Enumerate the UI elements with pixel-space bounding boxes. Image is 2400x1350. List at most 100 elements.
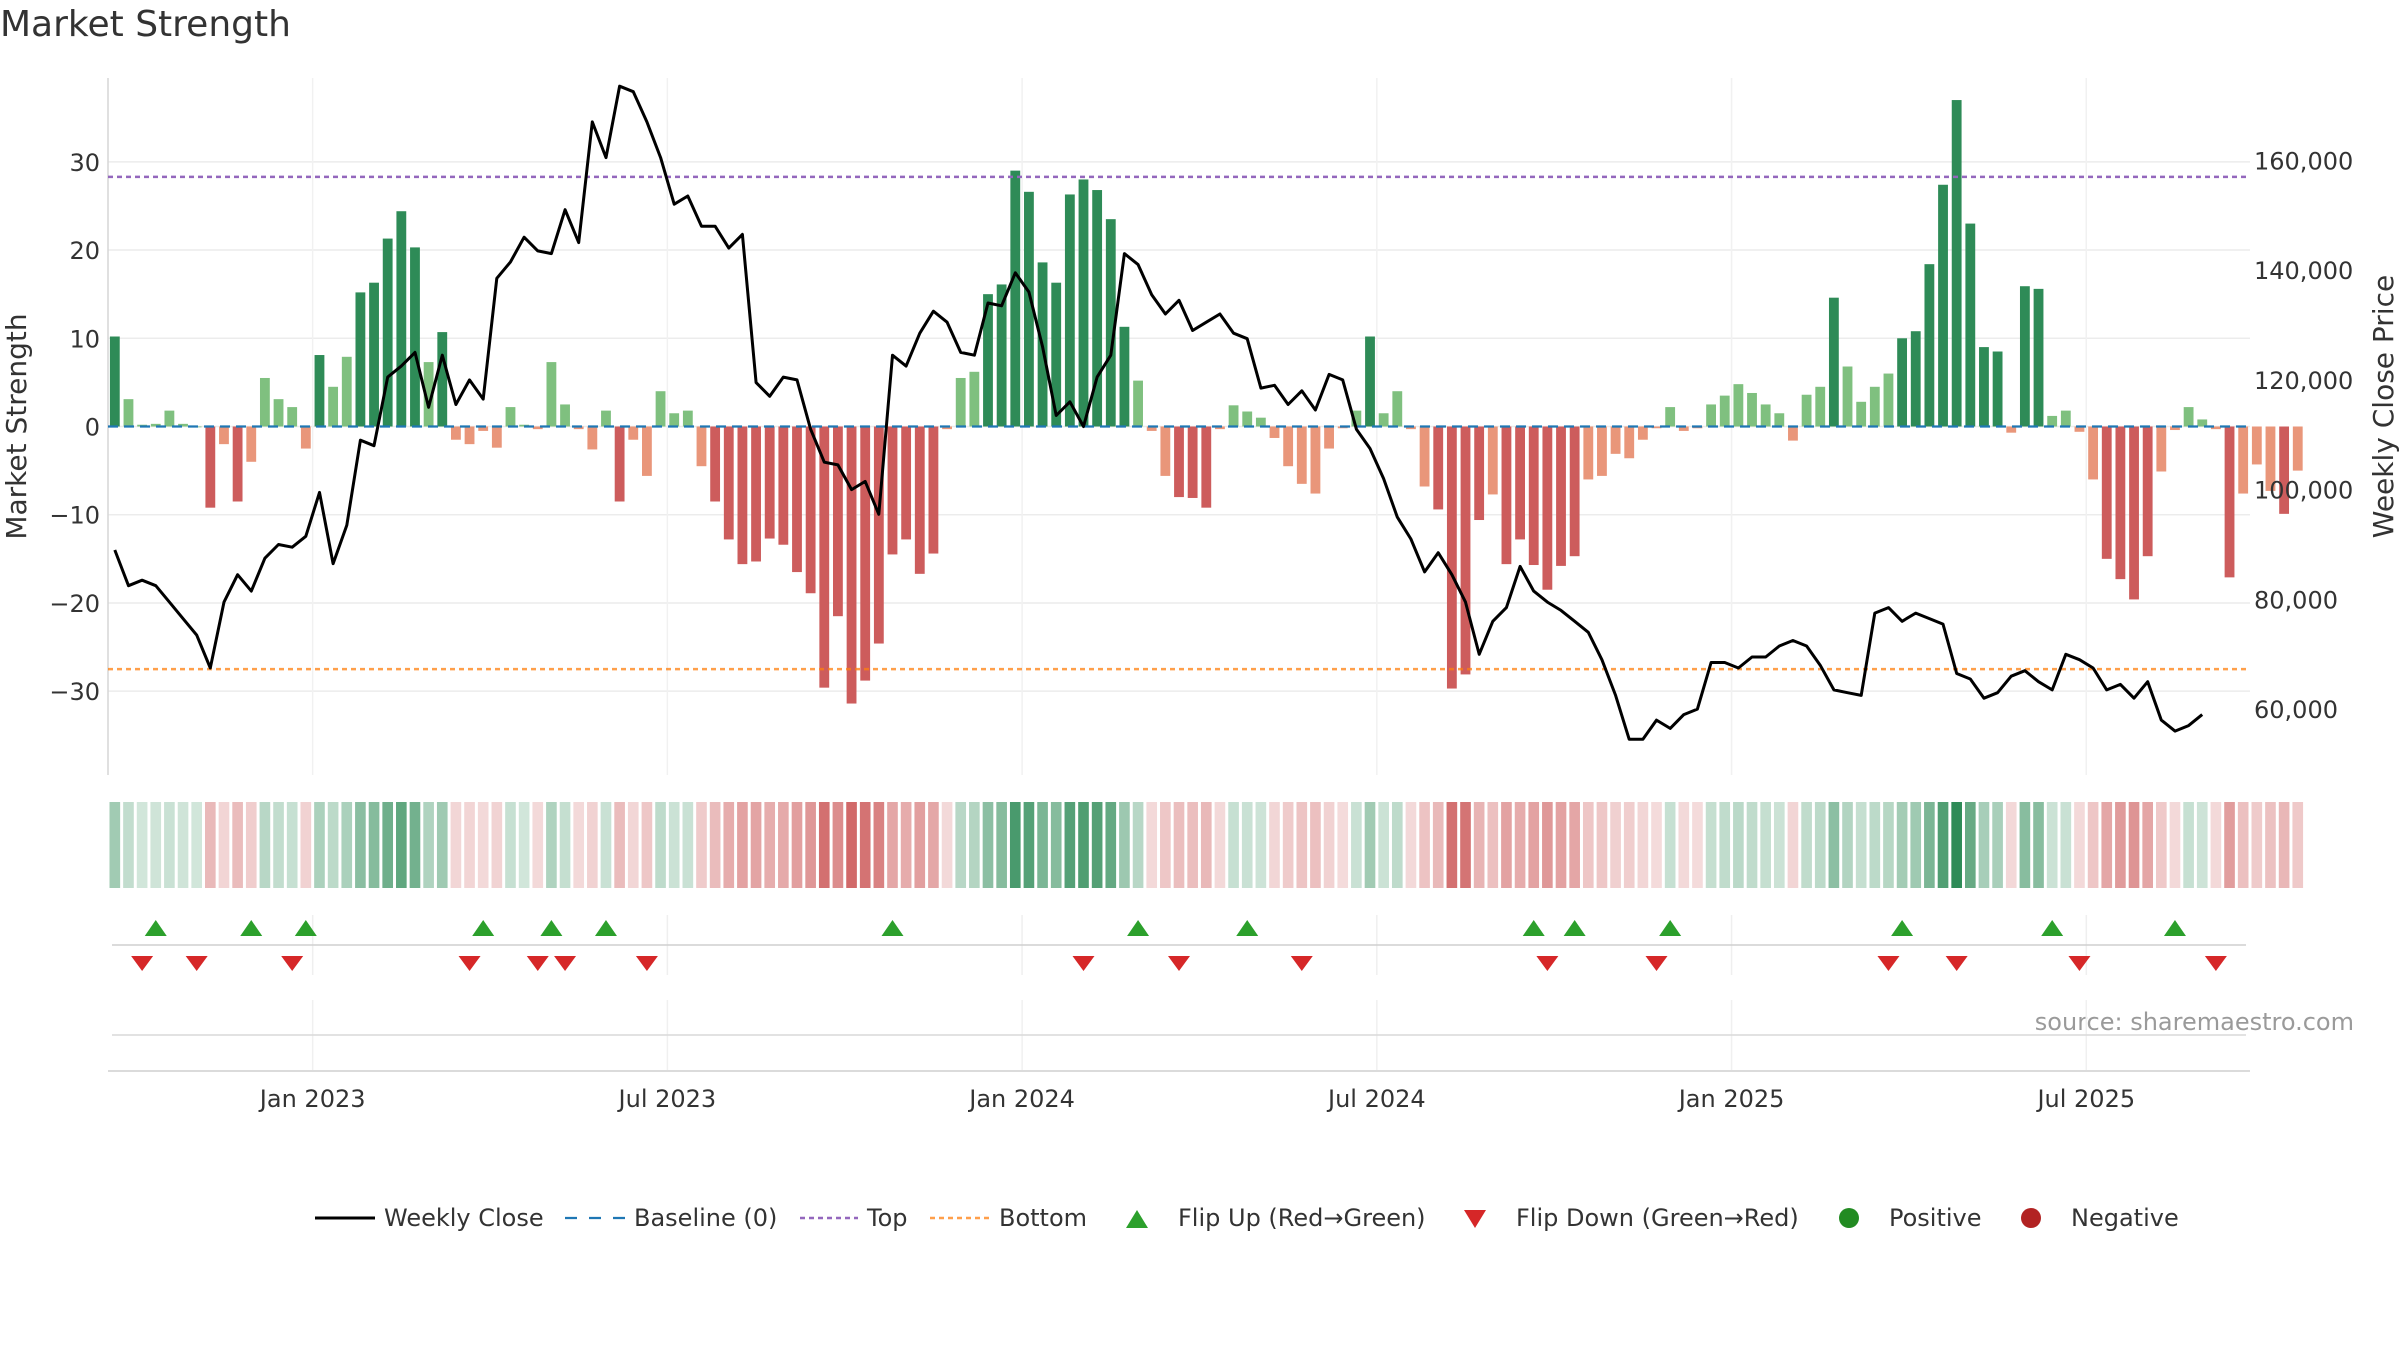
strength-bar (587, 426, 598, 450)
legend-label: Top (866, 1204, 908, 1232)
heat-cell (1214, 802, 1226, 888)
heat-cell (1255, 802, 1267, 888)
flip-up-marker (881, 920, 904, 936)
heat-cell (1023, 802, 1035, 888)
left-tick-label: −30 (49, 678, 100, 706)
strength-bar (2156, 426, 2167, 472)
strength-bar (1747, 392, 1757, 427)
heat-cell (2074, 802, 2085, 888)
strength-bar (696, 426, 707, 467)
heat-cell (341, 802, 353, 888)
heat-cell (750, 802, 762, 888)
strength-bar (1119, 326, 1130, 427)
strength-bar (2170, 426, 2180, 431)
heat-cell (627, 802, 639, 888)
heat-cell (1200, 802, 1212, 888)
strength-bar (219, 426, 229, 445)
strength-bar (2019, 286, 2030, 427)
heat-cell (355, 802, 366, 888)
strength-bar (641, 426, 652, 476)
heat-cell (737, 802, 748, 888)
strength-bar (778, 426, 789, 545)
strength-bar (1556, 426, 1566, 566)
strength-bar (2251, 426, 2262, 465)
strength-bar (1774, 413, 1785, 427)
flip-down-marker (185, 956, 208, 971)
strength-bar (901, 426, 912, 540)
legend-label: Weekly Close (384, 1204, 544, 1232)
heat-cell (2155, 802, 2167, 888)
flip-up-marker (1127, 920, 1150, 936)
flip-down-marker (1645, 956, 1668, 971)
left-axis-title: Market Strength (0, 313, 33, 539)
heat-cell (1828, 802, 1840, 888)
strength-bar (1842, 366, 1853, 427)
heat-cell (914, 802, 926, 888)
heat-cell (1050, 802, 1062, 888)
heat-cell (464, 802, 475, 888)
heat-cell (1078, 802, 1089, 888)
flip-down-marker (131, 956, 154, 971)
strength-bar (2279, 426, 2290, 514)
heat-cell (1364, 802, 1376, 888)
heat-cell (1760, 802, 1771, 888)
flip-down-marker (635, 956, 658, 971)
flip-down-marker (1072, 956, 1095, 971)
weekly-close-line (113, 84, 2204, 741)
heat-cell (2101, 802, 2113, 888)
heat-cell (1855, 802, 1867, 888)
heat-cell (2005, 802, 2017, 888)
flip-up-marker (1236, 920, 1259, 936)
heat-cell (1391, 802, 1403, 888)
heat-cell (286, 802, 298, 888)
strength-bar (450, 426, 461, 440)
heat-cell (1187, 802, 1198, 888)
strength-bar (1665, 407, 1676, 427)
flip-up-marker (240, 920, 263, 936)
left-tick-label: 0 (85, 414, 100, 442)
strength-bar (1474, 426, 1485, 521)
strength-bar (2292, 426, 2303, 471)
strength-bar (983, 294, 993, 427)
strength-bar (2238, 426, 2249, 494)
heat-cell (614, 802, 625, 888)
heat-cell (136, 802, 148, 888)
heat-cell (641, 802, 653, 888)
strength-bar (1105, 219, 1116, 427)
heat-cell (996, 802, 1007, 888)
strength-bar (2224, 426, 2235, 578)
strength-bar (1024, 191, 1034, 427)
strength-bar (1801, 394, 1812, 427)
heat-cell (1419, 802, 1430, 888)
heat-cell (1951, 802, 1962, 888)
heat-cell (1610, 802, 1621, 888)
heat-cell (273, 802, 284, 888)
strength-bar (819, 426, 830, 688)
strength-bar (1760, 404, 1771, 427)
heat-cell (546, 802, 557, 888)
strength-bar (1910, 331, 1921, 427)
heat-cell (396, 802, 407, 888)
heat-cell (1678, 802, 1690, 888)
heat-cell (2251, 802, 2263, 888)
strength-bar (1528, 426, 1539, 566)
strength-bar (914, 426, 925, 574)
heat-cell (1528, 802, 1540, 888)
heat-cell (2292, 802, 2304, 888)
right-tick-label: 60,000 (2254, 696, 2338, 724)
strength-bar (410, 247, 420, 427)
strength-bar (464, 426, 475, 445)
heat-cell (1569, 802, 1580, 888)
legend-label: Baseline (0) (634, 1204, 777, 1232)
heat-cell (600, 802, 612, 888)
x-tick-label: Jul 2023 (617, 1085, 717, 1113)
heat-cell (477, 802, 489, 888)
heat-cell (1623, 802, 1635, 888)
strength-bar (2129, 426, 2139, 600)
strength-bar (369, 282, 379, 427)
heat-cell (982, 802, 994, 888)
heat-cell (1296, 802, 1308, 888)
heat-cell (2265, 802, 2276, 888)
heat-cell (1582, 802, 1594, 888)
